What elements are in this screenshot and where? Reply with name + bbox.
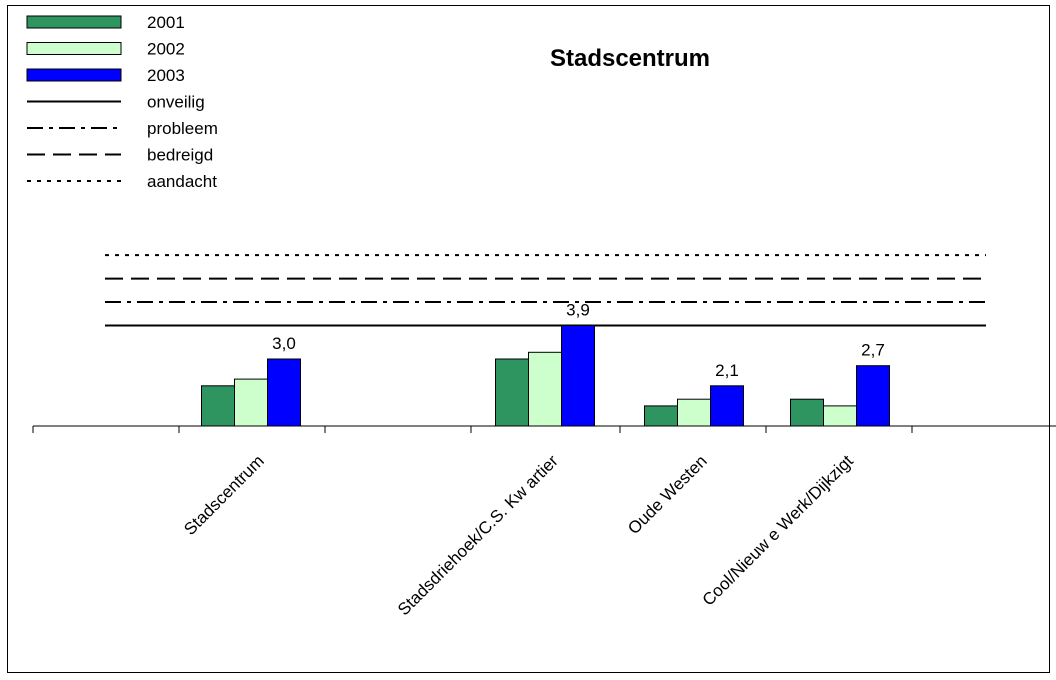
bar-2001-0 [201,385,235,427]
bars [201,325,890,427]
category-labels: Stadscentrum Stadsdriehoek/C.S. Kw artier… [180,451,857,619]
data-label-1: 3,9 [566,301,590,320]
category-label-1: Stadsdriehoek/C.S. Kw artier [394,451,562,619]
bar-2003-2 [710,385,744,427]
category-label-0: Stadscentrum [180,451,268,539]
bar-2002-2 [677,398,711,427]
legend: 2001 2002 2003 onveilig probleem bedreigd aand… [26,13,218,191]
legend-label-2001: 2001 [147,13,185,32]
reference-lines [105,254,986,327]
legend-label-aandacht: aandacht [147,172,217,191]
x-axis [32,425,1056,433]
bar-2002-1 [528,351,562,427]
bar-2002-3 [823,405,857,427]
bar-2003-3 [856,365,890,427]
legend-swatch-2003 [26,68,122,82]
legend-label-2002: 2002 [147,40,185,59]
data-label-3: 2,7 [861,341,885,360]
legend-label-onveilig: onveilig [147,93,205,112]
data-labels: 3,0 3,9 2,1 2,7 [272,301,885,380]
category-label-3: Cool/Nieuw e Werk/Dijkzigt [699,451,857,609]
data-label-2: 2,1 [715,361,739,380]
data-label-0: 3,0 [272,334,296,353]
legend-label-probleem: probleem [147,119,218,138]
chart-frame [7,5,1050,673]
bar-2003-0 [267,358,301,427]
category-label-2: Oude Westen [624,451,711,538]
legend-label-bedreigd: bedreigd [147,146,213,165]
bar-2003-1 [561,325,595,427]
bar-2001-3 [790,398,824,427]
legend-swatch-2001 [26,15,122,29]
bar-2001-2 [644,405,678,427]
bar-2001-1 [495,358,529,427]
legend-label-2003: 2003 [147,66,185,85]
legend-swatch-2002 [26,42,122,55]
chart-title: Stadscentrum [550,45,710,72]
bar-2002-0 [234,378,268,427]
